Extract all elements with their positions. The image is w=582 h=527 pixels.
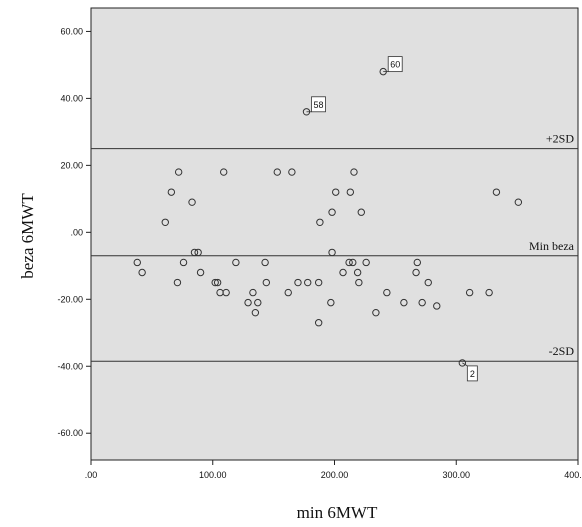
y-tick-label: 20.00 xyxy=(60,160,83,170)
data-point xyxy=(244,298,252,307)
y-tick-label: 40.00 xyxy=(60,93,83,103)
data-point xyxy=(314,319,323,327)
data-point xyxy=(288,168,296,176)
point-annotations: 60 58 2 xyxy=(306,56,478,382)
data-point xyxy=(220,168,228,176)
data-point xyxy=(412,268,420,277)
data-point xyxy=(211,278,219,287)
data-point xyxy=(345,258,353,267)
data-point xyxy=(138,268,146,277)
data-point xyxy=(273,168,281,176)
y-axis-title: beza 6MWT xyxy=(18,193,37,279)
plot-background xyxy=(90,7,579,461)
data-point xyxy=(492,188,501,196)
data-point xyxy=(254,298,262,307)
data-point xyxy=(400,298,408,307)
y-tick-label: -20.00 xyxy=(57,294,83,304)
x-axis-title: min 6MWT xyxy=(297,503,378,522)
annotation-box xyxy=(311,96,326,113)
y-tick-label: -40.00 xyxy=(57,361,83,371)
data-point xyxy=(458,359,467,367)
data-point xyxy=(261,258,269,267)
data-point xyxy=(413,258,421,267)
y-tick-label: .00 xyxy=(70,227,83,237)
x-axis: .00 100.00 200.00 300.00 400.00 xyxy=(85,460,582,480)
data-point xyxy=(465,288,474,297)
annotation-label: 2 xyxy=(470,369,475,379)
data-point xyxy=(251,308,260,317)
data-point xyxy=(173,278,182,287)
data-point xyxy=(328,248,336,257)
data-point xyxy=(353,268,362,277)
annotation-box xyxy=(466,365,478,382)
annotation-label: 58 xyxy=(313,100,323,110)
data-points xyxy=(133,67,523,367)
x-tick-label: .00 xyxy=(85,470,98,480)
data-point xyxy=(174,168,183,176)
x-tick-label: 400.00 xyxy=(564,470,582,480)
data-point xyxy=(232,258,240,267)
data-point xyxy=(222,288,230,297)
data-point xyxy=(424,278,432,287)
reference-line-label: -2SD xyxy=(549,344,575,358)
data-point xyxy=(418,298,426,307)
data-point xyxy=(362,258,370,267)
data-point xyxy=(304,278,312,287)
data-point xyxy=(350,168,358,176)
annotation-label: 60 xyxy=(390,60,400,70)
data-point xyxy=(327,298,335,307)
data-point xyxy=(328,208,336,216)
data-point xyxy=(514,198,523,206)
data-point xyxy=(161,218,169,226)
data-point xyxy=(332,188,340,196)
data-point xyxy=(346,188,355,196)
data-point xyxy=(349,258,357,267)
annotation-box xyxy=(387,56,403,73)
data-point xyxy=(383,288,391,297)
data-point xyxy=(262,278,271,287)
data-point xyxy=(314,278,323,287)
data-point xyxy=(188,198,196,206)
data-point xyxy=(284,288,292,297)
data-point xyxy=(357,208,365,216)
data-point xyxy=(194,248,202,257)
data-point xyxy=(249,288,257,297)
data-point xyxy=(133,258,141,267)
data-point xyxy=(294,278,302,287)
data-point xyxy=(196,268,205,277)
y-axis: 60.00 40.00 20.00 .00 -20.00 -40.00 -60.00 xyxy=(57,26,91,438)
data-point xyxy=(355,278,363,287)
x-tick-label: 300.00 xyxy=(442,470,470,480)
reference-lines: +2SD Min beza -2SD xyxy=(91,132,578,362)
y-tick-label: -60.00 xyxy=(57,428,83,438)
data-point xyxy=(167,188,176,196)
data-point xyxy=(485,288,493,297)
data-point xyxy=(339,268,347,277)
annotation-leader xyxy=(462,362,468,367)
data-point xyxy=(316,218,324,226)
data-point xyxy=(213,278,222,287)
reference-line-label: +2SD xyxy=(546,132,574,146)
y-tick-label: 60.00 xyxy=(60,26,83,36)
data-point xyxy=(179,258,188,267)
data-point xyxy=(190,248,199,257)
reference-line-label: Min beza xyxy=(529,239,575,253)
data-point xyxy=(372,308,380,317)
data-point xyxy=(433,302,441,310)
x-tick-label: 100.00 xyxy=(199,470,227,480)
x-tick-label: 200.00 xyxy=(321,470,349,480)
